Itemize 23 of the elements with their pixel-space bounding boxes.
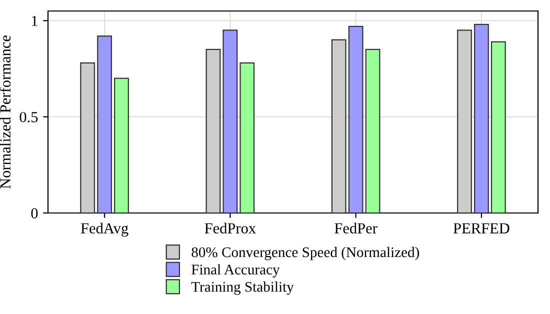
- bar: [240, 62, 255, 213]
- bar: [490, 41, 506, 213]
- y-tick-label: 0.5: [20, 112, 38, 122]
- x-tick-label: FedProx: [204, 222, 256, 234]
- bar: [97, 35, 112, 213]
- bar: [80, 62, 96, 213]
- y-axis-title: Normalized Performance: [0, 36, 11, 189]
- bar: [457, 30, 472, 213]
- bar: [474, 24, 489, 213]
- bar: [331, 39, 346, 213]
- legend-label: Training Stability: [191, 282, 294, 295]
- bar: [114, 78, 129, 213]
- x-tick-label: PERFED: [453, 223, 510, 234]
- x-tick-label: FedPer: [334, 222, 378, 234]
- bar: [365, 48, 380, 213]
- bar: [206, 48, 221, 213]
- legend-label: 80% Convergence Speed (Normalized): [192, 246, 420, 260]
- y-tick-label: 0: [31, 208, 38, 218]
- bar: [222, 30, 238, 213]
- x-tick-label: FedAvg: [80, 222, 128, 237]
- legend-label: Final Accuracy: [192, 264, 280, 278]
- bar: [348, 26, 364, 213]
- y-tick-label: 1: [32, 16, 38, 26]
